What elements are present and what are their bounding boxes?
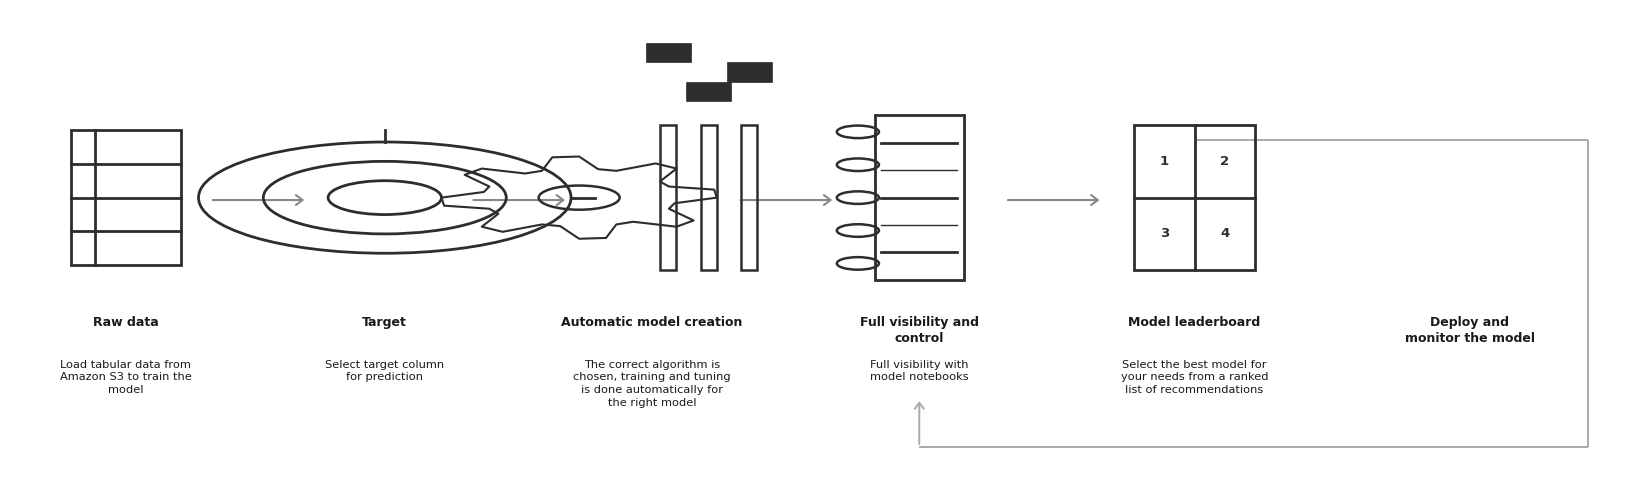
Text: 3: 3 xyxy=(1159,227,1169,241)
Bar xyxy=(1133,125,1255,270)
Bar xyxy=(70,130,181,265)
Text: 1: 1 xyxy=(1159,155,1169,168)
Bar xyxy=(741,125,757,270)
Text: Raw data: Raw data xyxy=(93,316,158,329)
Text: Load tabular data from
Amazon S3 to train the
model: Load tabular data from Amazon S3 to trai… xyxy=(60,360,192,395)
Text: Full visibility and
control: Full visibility and control xyxy=(860,316,978,345)
Text: Automatic model creation: Automatic model creation xyxy=(562,316,742,329)
Text: Select target column
for prediction: Select target column for prediction xyxy=(326,360,444,382)
Bar xyxy=(659,125,676,270)
Text: 4: 4 xyxy=(1221,227,1229,241)
Text: Target: Target xyxy=(363,316,407,329)
Text: The correct algorithm is
chosen, training and tuning
is done automatically for
t: The correct algorithm is chosen, trainin… xyxy=(573,360,731,408)
Text: Model leaderboard: Model leaderboard xyxy=(1128,316,1260,329)
Bar xyxy=(646,43,690,62)
Text: Full visibility with
model notebooks: Full visibility with model notebooks xyxy=(869,360,969,382)
Bar xyxy=(726,62,772,82)
Bar xyxy=(700,125,716,270)
Text: 2: 2 xyxy=(1221,155,1229,168)
Text: Deploy and
monitor the model: Deploy and monitor the model xyxy=(1405,316,1535,345)
Text: Select the best model for
your needs from a ranked
list of recommendations: Select the best model for your needs fro… xyxy=(1120,360,1268,395)
Bar xyxy=(685,82,731,101)
Bar xyxy=(874,116,964,280)
